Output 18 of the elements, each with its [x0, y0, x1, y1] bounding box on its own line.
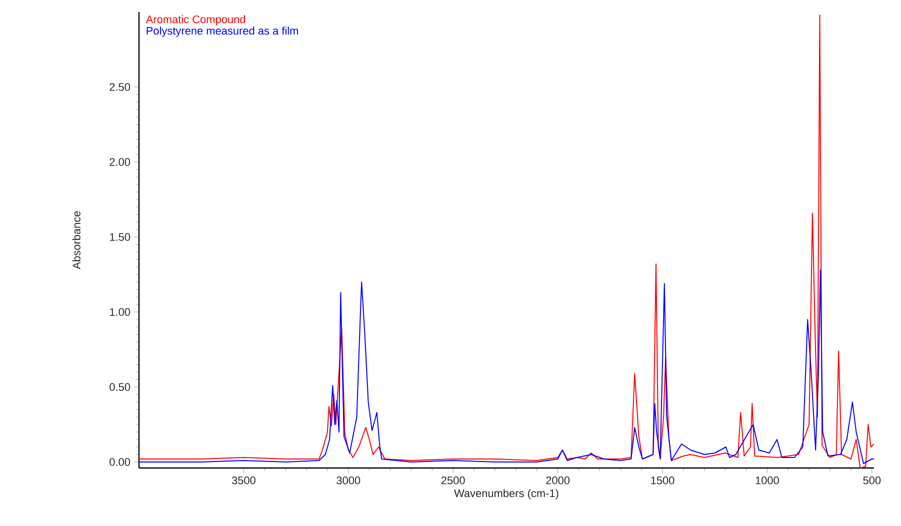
- y-tick-label: 2.00: [110, 158, 130, 166]
- y-tick-label: 1.50: [110, 233, 130, 241]
- x-tick-label: 2000: [546, 476, 570, 484]
- text: Aromatic Compound: [146, 15, 246, 26]
- y-tick-label: 1.00: [110, 308, 130, 316]
- x-tick-label: 1000: [756, 476, 779, 484]
- x-tick-label: 1500: [651, 476, 674, 484]
- text: Polystyrene measured as a film: [146, 26, 298, 37]
- y-tick-label: 0.00: [110, 458, 130, 466]
- x-tick-label: 3000: [336, 476, 360, 484]
- y-tick-label: 2.50: [110, 83, 130, 91]
- x-tick-label: 2500: [441, 476, 465, 484]
- x-axis-title: Wavenumbers (cm-1): [454, 489, 558, 500]
- y-axis-title: Absorbance: [72, 211, 80, 270]
- x-tick-label: 3500: [232, 476, 256, 484]
- x-tick-label: 500: [863, 476, 881, 484]
- y-tick-label: 0.50: [110, 383, 130, 391]
- line-series: [138, 269, 874, 464]
